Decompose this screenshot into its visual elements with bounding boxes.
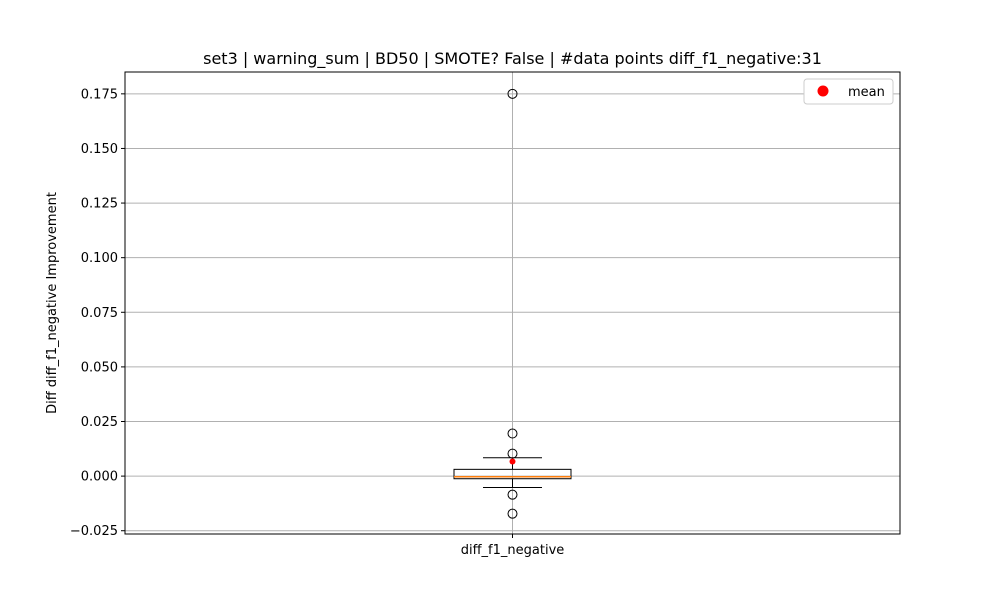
y-tick-label: 0.150	[81, 142, 118, 157]
outlier-point	[507, 508, 518, 519]
x-axis-ticks: diff_f1_negative	[461, 534, 565, 558]
y-tick-label: 0.075	[81, 306, 118, 321]
y-tick-label: 0.100	[81, 251, 118, 266]
y-axis-label: Diff diff_f1_negative Improvement	[45, 192, 60, 414]
iqr-box	[453, 468, 572, 480]
y-axis-ticks: −0.025 0.000 0.025 0.050 0.075 0.100 0.125 0.15…	[70, 87, 125, 539]
y-tick-label: 0.050	[81, 360, 118, 375]
y-tick-label: 0.125	[81, 197, 118, 212]
y-tick-label: 0.025	[81, 415, 118, 430]
mean-point	[509, 458, 516, 465]
legend-mean-label: mean	[848, 85, 885, 100]
legend: mean	[803, 78, 894, 105]
plot-area-frame	[124, 71, 901, 535]
x-tick-label: diff_f1_negative	[461, 543, 565, 558]
outlier-point	[507, 428, 518, 439]
legend-frame	[803, 78, 894, 105]
outlier-point	[507, 88, 518, 99]
y-tick-label: −0.025	[70, 524, 118, 539]
chart-title: set3 | warning_sum | BD50 | SMOTE? False…	[203, 49, 822, 69]
outlier-point	[507, 448, 518, 459]
outlier-point	[507, 489, 518, 500]
y-tick-label: 0.000	[81, 470, 118, 485]
y-tick-label: 0.175	[81, 87, 118, 102]
legend-mean-marker	[817, 85, 829, 97]
box-layer	[453, 88, 572, 519]
